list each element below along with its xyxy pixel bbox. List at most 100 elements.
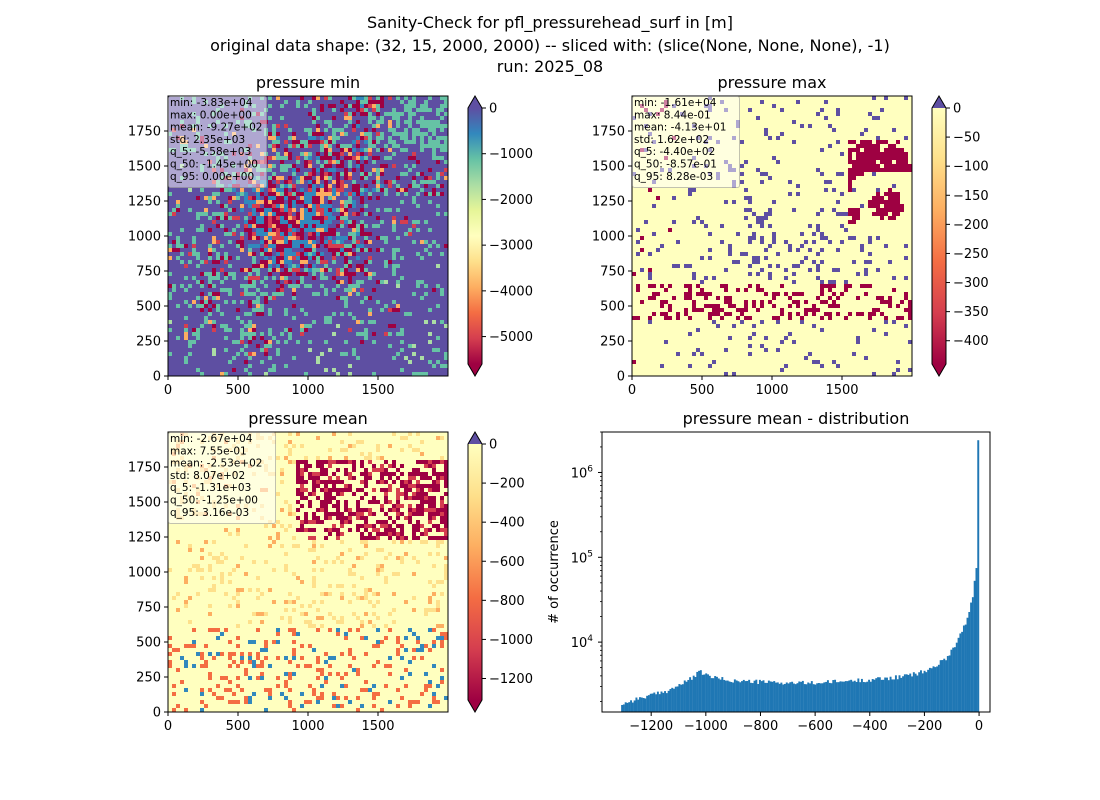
- heatmap-cell: [184, 216, 188, 220]
- heatmap-cell: [284, 160, 288, 164]
- heatmap-cell: [168, 352, 172, 356]
- heatmap-cell: [228, 192, 232, 196]
- heatmap-cell: [340, 324, 344, 328]
- heatmap-cell: [360, 332, 364, 336]
- heatmap-cell: [220, 316, 224, 320]
- heatmap-cell: [232, 368, 236, 372]
- heatmap-cell: [412, 108, 416, 112]
- heatmap-cell: [300, 216, 304, 220]
- heatmap-cell: [320, 272, 324, 276]
- heatmap-cell: [432, 352, 436, 356]
- heatmap-cell: [216, 216, 220, 220]
- heatmap-cell: [288, 280, 292, 284]
- heatmap-cell: [184, 204, 188, 208]
- heatmap-cell: [244, 216, 248, 220]
- heatmap-cell: [276, 188, 280, 192]
- heatmap-cell: [260, 200, 264, 204]
- heatmap-cell: [352, 368, 356, 372]
- heatmap-cell: [368, 240, 372, 244]
- heatmap-cell: [296, 200, 300, 204]
- heatmap-cell: [204, 268, 208, 272]
- heatmap-cell: [316, 296, 320, 300]
- heatmap-cell: [172, 264, 176, 268]
- heatmap-cell: [228, 364, 232, 368]
- heatmap-cell: [336, 172, 340, 176]
- heatmap-cell: [308, 296, 312, 300]
- heatmap-cell: [352, 216, 356, 220]
- heatmap-cell: [404, 272, 408, 276]
- heatmap-cell: [372, 256, 376, 260]
- heatmap-cell: [316, 260, 320, 264]
- heatmap-cell: [416, 356, 420, 360]
- heatmap-cell: [260, 240, 264, 244]
- heatmap-cell: [336, 264, 340, 268]
- heatmap-cell: [336, 220, 340, 224]
- heatmap-cell: [392, 316, 396, 320]
- heatmap-cell: [280, 256, 284, 260]
- heatmap-cell: [364, 228, 368, 232]
- heatmap-cell: [200, 248, 204, 252]
- heatmap-cell: [256, 212, 260, 216]
- heatmap-cell: [312, 212, 316, 216]
- heatmap-cell: [360, 268, 364, 272]
- heatmap-cell: [352, 128, 356, 132]
- heatmap-cell: [296, 364, 300, 368]
- heatmap-cell: [436, 100, 440, 104]
- heatmap-cell: [380, 348, 384, 352]
- heatmap-cell: [400, 264, 404, 268]
- heatmap-cell: [352, 112, 356, 116]
- heatmap-cell: [192, 360, 196, 364]
- heatmap-cell: [392, 112, 396, 116]
- heatmap-cell: [312, 160, 316, 164]
- heatmap-cell: [296, 324, 300, 328]
- heatmap-cell: [340, 108, 344, 112]
- heatmap-cell: [360, 156, 364, 160]
- heatmap-cell: [228, 236, 232, 240]
- heatmap-cell: [280, 308, 284, 312]
- heatmap-cell: [360, 152, 364, 156]
- heatmap-cell: [220, 296, 224, 300]
- heatmap-cell: [316, 292, 320, 296]
- heatmap-cell: [344, 120, 348, 124]
- heatmap-cell: [356, 264, 360, 268]
- heatmap-cell: [212, 216, 216, 220]
- heatmap-cell: [256, 244, 260, 248]
- heatmap-cell: [320, 196, 324, 200]
- heatmap-cell: [340, 352, 344, 356]
- heatmap-cell: [396, 160, 400, 164]
- heatmap-cell: [312, 264, 316, 268]
- heatmap-cell: [332, 280, 336, 284]
- heatmap-cell: [392, 200, 396, 204]
- heatmap-cell: [168, 324, 172, 328]
- heatmap-cell: [252, 364, 256, 368]
- heatmap-cell: [312, 172, 316, 176]
- heatmap-cell: [420, 364, 424, 368]
- heatmap-cell: [372, 292, 376, 296]
- heatmap-cell: [272, 156, 276, 160]
- heatmap-cell: [332, 116, 336, 120]
- heatmap-cell: [316, 304, 320, 308]
- heatmap-cell: [312, 140, 316, 144]
- heatmap-cell: [304, 244, 308, 248]
- heatmap-cell: [180, 260, 184, 264]
- heatmap-cell: [332, 192, 336, 196]
- heatmap-cell: [172, 192, 176, 196]
- heatmap-cell: [324, 304, 328, 308]
- heatmap-cell: [308, 216, 312, 220]
- heatmap-cell: [376, 220, 380, 224]
- heatmap-cell: [288, 288, 292, 292]
- heatmap-cell: [432, 288, 436, 292]
- heatmap-cell: [172, 276, 176, 280]
- heatmap-cell: [188, 252, 192, 256]
- heatmap-cell: [412, 280, 416, 284]
- heatmap-cell: [344, 336, 348, 340]
- heatmap-cell: [228, 316, 232, 320]
- heatmap-cell: [308, 160, 312, 164]
- heatmap-cell: [264, 244, 268, 248]
- heatmap-cell: [400, 172, 404, 176]
- heatmap-cell: [408, 340, 412, 344]
- heatmap-cell: [272, 304, 276, 308]
- heatmap-cell: [276, 148, 280, 152]
- heatmap-cell: [320, 192, 324, 196]
- heatmap-cell: [208, 228, 212, 232]
